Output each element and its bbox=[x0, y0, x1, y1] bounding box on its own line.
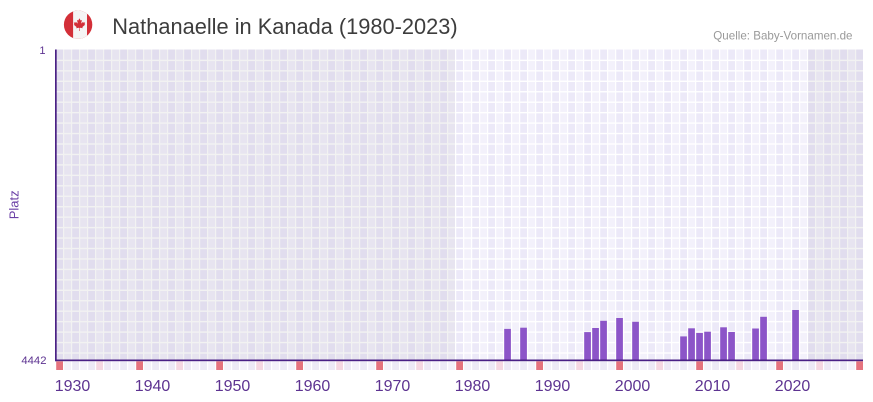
svg-text:1980: 1980 bbox=[455, 378, 491, 395]
svg-text:Platz: Platz bbox=[6, 190, 21, 219]
svg-text:1950: 1950 bbox=[215, 378, 251, 395]
svg-text:4442: 4442 bbox=[21, 355, 46, 367]
svg-text:2000: 2000 bbox=[615, 378, 651, 395]
svg-text:1960: 1960 bbox=[295, 378, 331, 395]
svg-text:2020: 2020 bbox=[775, 378, 811, 395]
svg-text:2010: 2010 bbox=[695, 378, 731, 395]
svg-text:Nathanaelle in Kanada (1980-20: Nathanaelle in Kanada (1980-2023) bbox=[112, 14, 457, 39]
svg-text:1: 1 bbox=[39, 45, 45, 57]
svg-text:1930: 1930 bbox=[55, 378, 91, 395]
svg-text:1970: 1970 bbox=[375, 378, 411, 395]
svg-text:1940: 1940 bbox=[135, 378, 171, 395]
svg-text:Quelle: Baby-Vornamen.de: Quelle: Baby-Vornamen.de bbox=[713, 30, 852, 43]
svg-text:1990: 1990 bbox=[535, 378, 571, 395]
